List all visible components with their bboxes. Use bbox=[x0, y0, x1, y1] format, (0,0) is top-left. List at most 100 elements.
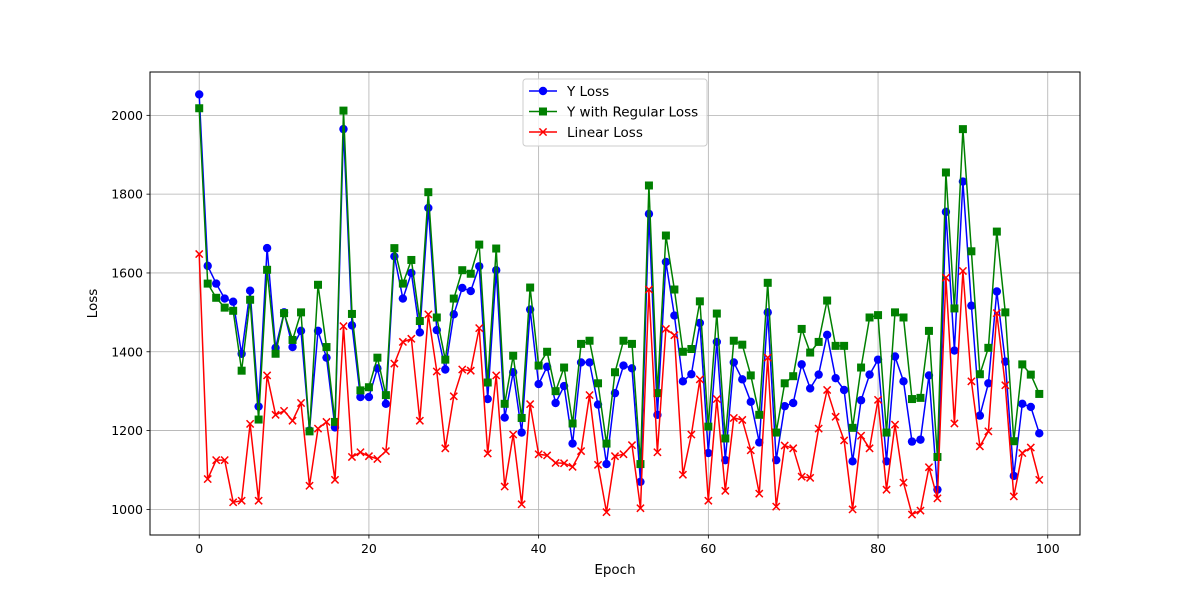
data-point-y-with-regular-loss bbox=[755, 410, 764, 419]
data-point-y-with-regular-loss bbox=[967, 247, 976, 256]
data-point-linear-loss bbox=[755, 489, 764, 498]
data-point-y-loss bbox=[907, 437, 917, 446]
data-point-y-with-regular-loss bbox=[229, 306, 238, 315]
data-point-linear-loss bbox=[271, 410, 280, 419]
data-point-y-loss bbox=[602, 459, 611, 469]
data-point-linear-loss bbox=[687, 430, 696, 439]
data-point-linear-loss bbox=[483, 449, 492, 458]
plot-frame bbox=[149, 71, 1081, 536]
data-point-y-loss bbox=[814, 370, 823, 379]
data-point-y-with-regular-loss bbox=[568, 419, 577, 428]
data-point-linear-loss bbox=[670, 331, 679, 340]
data-point-y-with-regular-loss bbox=[772, 428, 781, 437]
data-point-y-with-regular-loss bbox=[237, 366, 246, 375]
data-point-linear-loss bbox=[873, 395, 883, 404]
data-point-linear-loss bbox=[610, 452, 620, 461]
data-point-y-loss bbox=[534, 379, 543, 389]
data-point-y-with-regular-loss bbox=[246, 295, 255, 304]
data-point-linear-loss bbox=[823, 385, 832, 395]
data-point-y-with-regular-loss bbox=[203, 279, 212, 288]
data-point-linear-loss bbox=[627, 441, 637, 450]
data-point-y-with-regular-loss bbox=[297, 308, 306, 317]
data-point-linear-loss bbox=[712, 394, 721, 404]
data-point-y-loss bbox=[848, 457, 857, 466]
data-point-linear-loss bbox=[245, 419, 255, 429]
data-point-y-loss bbox=[195, 90, 204, 99]
data-point-y-loss bbox=[967, 301, 976, 310]
data-point-linear-loss bbox=[262, 371, 272, 380]
data-point-y-with-regular-loss bbox=[543, 347, 552, 356]
data-point-y-with-regular-loss bbox=[882, 428, 891, 437]
data-point-y-loss bbox=[619, 361, 628, 370]
data-point-y-with-regular-loss bbox=[678, 347, 687, 356]
data-point-y-with-regular-loss bbox=[526, 283, 535, 292]
data-point-linear-loss bbox=[695, 375, 704, 384]
series-line-linear-loss bbox=[198, 253, 1041, 516]
data-point-linear-loss bbox=[941, 273, 951, 282]
data-point-y-with-regular-loss bbox=[746, 371, 755, 380]
data-point-y-with-regular-loss bbox=[441, 355, 450, 364]
data-point-y-loss bbox=[381, 399, 391, 408]
data-point-y-with-regular-loss bbox=[432, 313, 441, 322]
data-point-y-loss bbox=[517, 428, 526, 437]
data-point-linear-loss bbox=[415, 416, 424, 425]
x-tick-label: 100 bbox=[1036, 541, 1060, 556]
data-point-linear-loss bbox=[661, 324, 671, 334]
data-point-y-loss bbox=[262, 243, 272, 253]
data-point-linear-loss bbox=[1009, 492, 1018, 501]
data-point-y-with-regular-loss bbox=[984, 343, 993, 352]
data-point-y-with-regular-loss bbox=[577, 339, 586, 348]
data-point-linear-loss bbox=[381, 446, 391, 456]
legend-marker-linear-loss bbox=[538, 127, 548, 137]
data-point-y-loss bbox=[228, 297, 238, 306]
data-point-y-with-regular-loss bbox=[814, 337, 823, 346]
data-point-y-loss bbox=[984, 379, 993, 388]
data-point-y-loss bbox=[780, 401, 789, 411]
data-point-y-with-regular-loss bbox=[517, 413, 526, 422]
y-tick-label: 2000 bbox=[111, 108, 143, 123]
data-point-y-loss bbox=[788, 398, 798, 408]
data-point-y-loss bbox=[763, 308, 772, 317]
data-point-y-with-regular-loss bbox=[729, 336, 738, 345]
data-point-linear-loss bbox=[347, 452, 357, 462]
legend-marker-y-loss bbox=[538, 86, 548, 96]
data-point-linear-loss bbox=[449, 392, 458, 401]
x-tick-label: 40 bbox=[531, 541, 547, 556]
data-point-y-with-regular-loss bbox=[415, 317, 424, 326]
data-point-linear-loss bbox=[958, 266, 968, 276]
data-point-linear-loss bbox=[576, 446, 586, 456]
data-point-y-with-regular-loss bbox=[509, 351, 518, 360]
data-point-linear-loss bbox=[517, 500, 526, 509]
data-point-linear-loss bbox=[220, 456, 229, 465]
data-point-y-with-regular-loss bbox=[933, 452, 942, 461]
data-point-y-with-regular-loss bbox=[874, 311, 883, 320]
data-point-linear-loss bbox=[305, 481, 314, 490]
legend-label-y-loss: Y Loss bbox=[566, 84, 609, 100]
data-point-y-with-regular-loss bbox=[551, 387, 560, 396]
data-point-y-loss bbox=[364, 392, 374, 402]
data-point-y-with-regular-loss bbox=[1018, 360, 1027, 369]
y-axis-title: Loss bbox=[85, 289, 101, 319]
data-point-y-with-regular-loss bbox=[458, 266, 467, 275]
data-point-y-loss bbox=[797, 360, 806, 369]
data-point-linear-loss bbox=[907, 510, 917, 519]
data-point-linear-loss bbox=[398, 337, 407, 347]
data-point-linear-loss bbox=[475, 323, 484, 333]
data-point-y-loss bbox=[296, 326, 306, 336]
data-point-linear-loss bbox=[992, 309, 1001, 318]
data-point-linear-loss bbox=[568, 462, 577, 471]
data-point-linear-loss bbox=[390, 359, 399, 368]
data-point-y-with-regular-loss bbox=[941, 168, 950, 177]
data-point-y-with-regular-loss bbox=[254, 415, 263, 424]
data-point-y-loss bbox=[856, 396, 866, 405]
data-point-y-with-regular-loss bbox=[823, 296, 832, 305]
data-point-y-with-regular-loss bbox=[398, 279, 407, 288]
data-point-linear-loss bbox=[602, 508, 611, 517]
data-point-y-loss bbox=[356, 392, 365, 402]
data-point-linear-loss bbox=[203, 474, 212, 484]
axis-ticks: 0 20 40 60 80 100 1000 1200 1400 1600 1800 2000 bbox=[111, 108, 1060, 556]
data-point-y-loss bbox=[644, 209, 654, 219]
data-point-y-loss bbox=[322, 353, 331, 362]
data-point-linear-loss bbox=[432, 367, 441, 376]
data-point-y-with-regular-loss bbox=[602, 439, 611, 448]
